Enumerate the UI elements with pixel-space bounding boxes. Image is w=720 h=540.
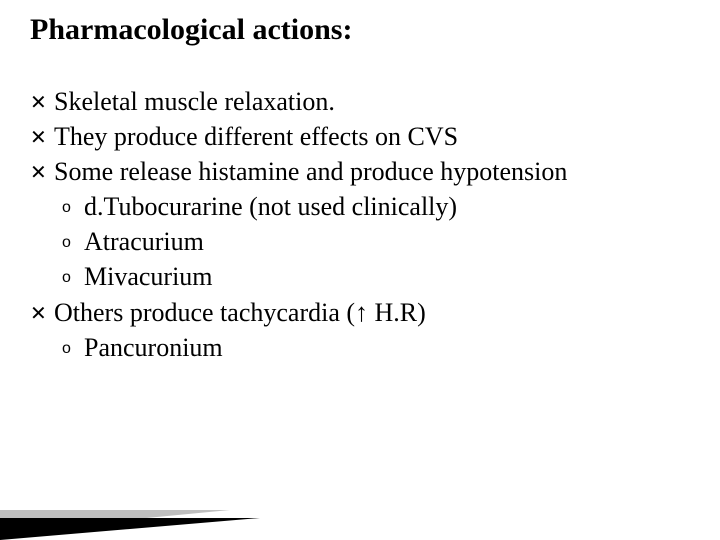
sub-bullet-text: Atracurium [84,224,690,259]
sub-bullet-icon: o [62,259,84,289]
sub-bullet-text: Mivacurium [84,259,690,294]
sub-bullet-item: o Pancuronium [30,330,690,365]
sub-bullet-item: o d.Tubocurarine (not used clinically) [30,189,690,224]
deco-gray [0,510,230,532]
sub-bullet-icon: o [62,189,84,219]
bullet-text: They produce different effects on CVS [54,119,690,154]
corner-decoration-icon [0,470,280,540]
sub-bullet-item: o Atracurium [30,224,690,259]
sub-bullet-text: Pancuronium [84,330,690,365]
sub-bullet-item: o Mivacurium [30,259,690,294]
bullet-icon: ✕ [30,154,54,187]
bullet-icon: ✕ [30,119,54,152]
bullet-item: ✕ Skeletal muscle relaxation. [30,84,690,119]
bullet-item: ✕ Some release histamine and produce hyp… [30,154,690,189]
slide-body: ✕ Skeletal muscle relaxation. ✕ They pro… [30,84,690,365]
bullet-text-pre: Others produce tachycardia ( [54,298,355,327]
bullet-text: Skeletal muscle relaxation. [54,84,690,119]
up-arrow-icon: ↑ [355,297,368,327]
bullet-text: Some release histamine and produce hypot… [54,154,690,189]
sub-bullet-text: d.Tubocurarine (not used clinically) [84,189,690,224]
sub-bullet-icon: o [62,224,84,254]
bullet-text-post: H.R) [368,298,426,327]
bullet-icon: ✕ [30,295,54,328]
bullet-icon: ✕ [30,84,54,117]
deco-black [0,518,260,540]
bullet-item: ✕ They produce different effects on CVS [30,119,690,154]
bullet-text: Others produce tachycardia (↑ H.R) [54,295,690,330]
sub-bullet-icon: o [62,330,84,360]
bullet-item: ✕ Others produce tachycardia (↑ H.R) [30,295,690,330]
slide: Pharmacological actions: ✕ Skeletal musc… [0,0,720,540]
slide-title: Pharmacological actions: [30,12,690,48]
